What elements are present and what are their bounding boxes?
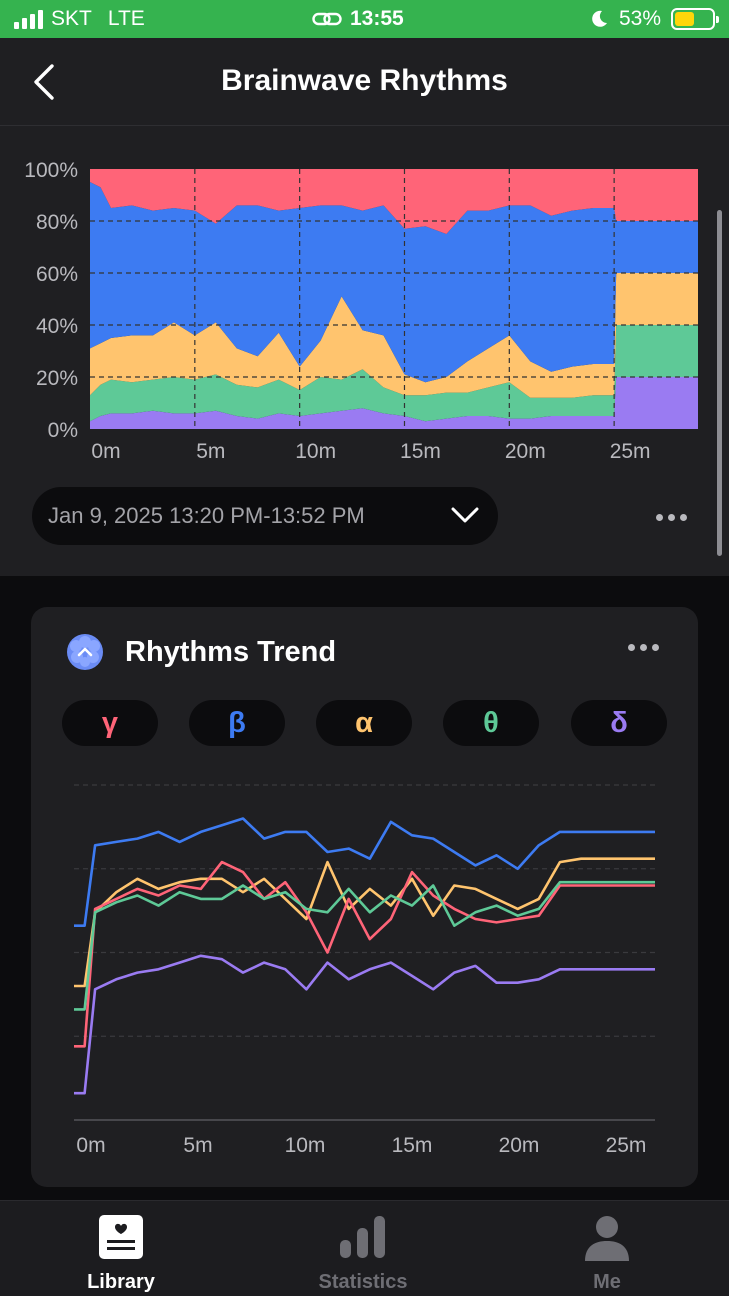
battery-fill: [675, 12, 695, 26]
chip-delta-label: δ: [610, 706, 628, 739]
carrier-label: SKT: [51, 7, 92, 30]
scrollbar[interactable]: [717, 210, 722, 556]
chevron-left-icon: [34, 64, 54, 100]
x-tick-label: 15m: [400, 440, 441, 463]
y-tick-label: 40%: [36, 315, 78, 338]
dot: [652, 644, 659, 651]
tab-me[interactable]: Me: [532, 1201, 682, 1296]
trend-line: [74, 860, 655, 1048]
rhythm-filter-chips: γ β α θ δ: [62, 700, 668, 746]
area-theta: [90, 325, 698, 422]
top-section: Brainwave Rhythms 0% 20% 40% 60% 80% 100% 0m 5m…: [0, 38, 729, 576]
x-tick-label: 10m: [285, 1134, 326, 1157]
nav-bar: Brainwave Rhythms: [0, 38, 729, 126]
chip-alpha[interactable]: α: [316, 700, 412, 746]
date-range-selector[interactable]: Jan 9, 2025 13:20 PM-13:52 PM: [32, 487, 498, 545]
person-icon: [585, 1216, 629, 1261]
x-tick-label: 25m: [606, 1134, 647, 1157]
y-tick-label: 20%: [36, 367, 78, 390]
tab-me-label: Me: [593, 1271, 621, 1293]
link-icon: [312, 12, 342, 26]
more-options-button[interactable]: [656, 514, 687, 521]
dot: [680, 514, 687, 521]
statistics-icon: [340, 1216, 385, 1258]
chevron-down-icon: [451, 507, 479, 523]
area-gamma: [90, 169, 698, 234]
chip-beta[interactable]: β: [189, 700, 285, 746]
trend-line: [74, 857, 655, 988]
chip-theta[interactable]: θ: [443, 700, 539, 746]
back-button[interactable]: [26, 60, 66, 104]
y-tick-label: 80%: [36, 211, 78, 234]
x-tick-label: 25m: [610, 440, 651, 463]
x-tick-label: 10m: [295, 440, 336, 463]
trend-line: [74, 880, 655, 1011]
card-more-button[interactable]: [628, 644, 659, 651]
tab-library[interactable]: Library: [46, 1201, 196, 1296]
library-icon: [99, 1215, 143, 1259]
dot: [668, 514, 675, 521]
tab-statistics[interactable]: Statistics: [288, 1201, 438, 1296]
chip-alpha-label: α: [355, 706, 373, 739]
stacked-area-chart: 0% 20% 40% 60% 80% 100% 0m 5m 10m 15m 20m 25m: [24, 159, 698, 463]
brain-icon: [67, 634, 103, 670]
x-tick-label: 20m: [499, 1134, 540, 1157]
chip-delta[interactable]: δ: [571, 700, 667, 746]
moon-icon: [592, 10, 607, 27]
battery-icon: [671, 8, 719, 30]
area-delta: [90, 377, 698, 429]
chip-gamma[interactable]: γ: [62, 700, 158, 746]
dot: [656, 514, 663, 521]
dot: [640, 644, 647, 651]
x-tick-label: 0m: [91, 440, 120, 463]
status-bar: SKT LTE 13:55 53%: [0, 0, 729, 38]
dot: [628, 644, 635, 651]
rhythms-trend-card: Rhythms Trend γ β α θ δ 0m 5m 10m 15m 20m 25m: [31, 607, 698, 1187]
area-alpha: [90, 273, 698, 398]
battery-percent: 53%: [618, 7, 661, 30]
area-beta: [90, 182, 698, 383]
y-tick-label: 0%: [48, 419, 78, 442]
trend-line: [74, 817, 655, 927]
rhythms-trend-chart: 0m 5m 10m 15m 20m 25m: [74, 784, 655, 1157]
chip-beta-label: β: [228, 706, 246, 739]
y-tick-label: 100%: [24, 159, 78, 182]
status-right: 53%: [589, 7, 719, 31]
page-title: Brainwave Rhythms: [221, 64, 508, 97]
x-tick-label: 0m: [76, 1134, 105, 1157]
chip-theta-label: θ: [483, 706, 499, 739]
tab-bar: Library Statistics Me: [0, 1200, 729, 1296]
y-tick-label: 60%: [36, 263, 78, 286]
signal-icon: [14, 9, 43, 29]
x-tick-label: 20m: [505, 440, 546, 463]
date-range-label: Jan 9, 2025 13:20 PM-13:52 PM: [48, 503, 365, 528]
tab-statistics-label: Statistics: [318, 1271, 408, 1293]
tab-library-label: Library: [87, 1271, 155, 1293]
status-left: SKT LTE: [14, 7, 145, 31]
x-tick-label: 5m: [196, 440, 225, 463]
chip-gamma-label: γ: [101, 706, 119, 739]
status-center: 13:55: [312, 7, 404, 31]
status-time: 13:55: [350, 7, 404, 30]
trend-line: [74, 954, 655, 1095]
network-label: LTE: [107, 7, 145, 30]
x-tick-label: 15m: [392, 1134, 433, 1157]
card-title: Rhythms Trend: [125, 636, 337, 668]
x-tick-label: 5m: [183, 1134, 212, 1157]
